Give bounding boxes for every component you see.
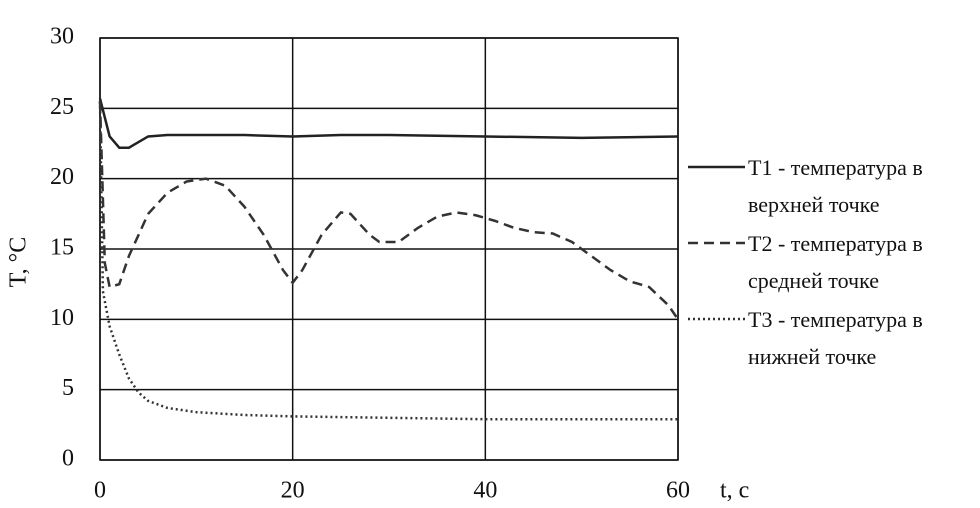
legend-label: T1 - температура в верхней точке [748, 155, 923, 217]
y-tick-label: 10 [50, 305, 74, 331]
x-tick-label: 0 [94, 478, 106, 504]
legend-label: T2 - температура в средней точке [748, 231, 923, 293]
y-tick-label: 25 [50, 94, 74, 120]
y-tick-label: 20 [50, 164, 74, 190]
legend-label: T3 - температура в нижней точке [748, 307, 923, 369]
x-tick-label: 20 [281, 478, 305, 504]
y-tick-label: 30 [50, 24, 74, 50]
x-axis-label: t, с [720, 478, 749, 504]
y-tick-label: 15 [50, 235, 74, 261]
series-line [98, 101, 678, 421]
x-tick-label: 60 [666, 478, 690, 504]
y-axis-label: T, °C [6, 237, 32, 287]
y-tick-label: 5 [62, 375, 74, 401]
x-tick-label: 40 [473, 478, 497, 504]
series-line [98, 98, 679, 149]
series-line [98, 101, 680, 321]
y-tick-label: 0 [62, 446, 74, 472]
